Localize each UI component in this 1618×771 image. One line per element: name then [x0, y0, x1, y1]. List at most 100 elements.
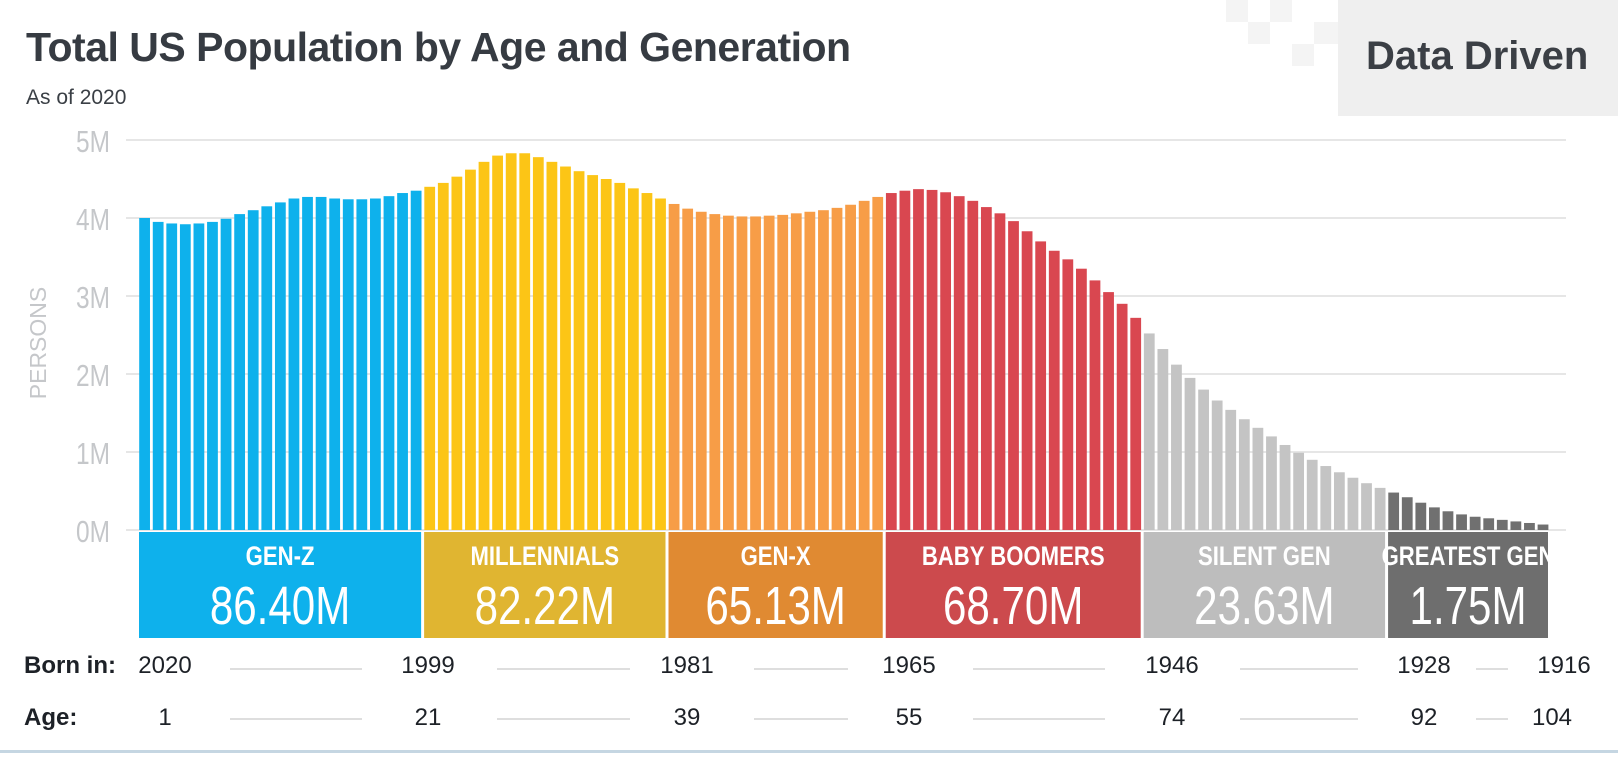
bar: [1456, 514, 1467, 530]
bar: [1374, 487, 1386, 530]
bar: [926, 189, 938, 531]
generation-box: [668, 532, 883, 638]
bar: [655, 198, 666, 530]
bar: [1524, 522, 1535, 530]
bar: [207, 221, 218, 530]
bar: [1361, 483, 1372, 530]
generation-total: 86.40M: [210, 576, 350, 636]
born-row-label: Born in:: [24, 652, 116, 679]
generation-name: GEN-Z: [246, 542, 315, 572]
bar: [1211, 400, 1223, 530]
born-year-value: 1928: [1397, 652, 1451, 679]
bar: [885, 193, 897, 531]
bar: [1157, 349, 1169, 530]
age-value: 74: [1158, 704, 1186, 731]
bar: [560, 166, 571, 530]
bar: [1171, 364, 1182, 530]
bar: [1347, 477, 1359, 530]
bar: [410, 190, 422, 530]
bar: [1076, 268, 1087, 530]
bar: [1048, 250, 1060, 530]
brand-pattern-square: [1270, 0, 1292, 22]
bar: [437, 182, 449, 530]
bar: [546, 161, 558, 530]
bar: [1184, 377, 1196, 530]
generation-total: 68.70M: [943, 576, 1083, 636]
bar: [1062, 259, 1074, 530]
generation-box: [424, 532, 666, 638]
y-tick-label: 5M: [76, 124, 110, 159]
bar: [1279, 444, 1291, 530]
bar: [587, 175, 599, 530]
bar: [247, 210, 259, 530]
footer-divider: [0, 750, 1618, 753]
bar: [573, 171, 585, 530]
y-tick-label: 3M: [76, 280, 110, 315]
brand-logo: [1226, 0, 1618, 116]
bar: [302, 196, 313, 530]
bar: [994, 213, 1006, 530]
bar: [1496, 519, 1508, 530]
bar: [397, 193, 408, 531]
age-row-label: Age:: [24, 704, 78, 731]
bar: [1415, 502, 1427, 530]
bar: [913, 189, 924, 530]
bar: [777, 214, 789, 530]
bar: [695, 211, 707, 530]
generation-box: [139, 532, 422, 638]
bar: [1130, 317, 1142, 530]
bar: [831, 207, 843, 531]
age-value: 92: [1410, 704, 1438, 731]
generation-name: BABY BOOMERS: [922, 542, 1105, 572]
bar: [980, 207, 992, 530]
bar: [220, 218, 232, 530]
bar: [274, 202, 286, 530]
bar: [736, 216, 748, 530]
born-year-value: 1999: [401, 652, 455, 679]
bar: [1537, 524, 1549, 530]
bar: [709, 214, 721, 530]
bar: [600, 179, 612, 530]
bar: [750, 216, 761, 530]
bar: [1008, 221, 1019, 530]
bar: [1333, 472, 1345, 530]
bar: [1021, 231, 1033, 530]
bar: [1089, 280, 1101, 530]
bar: [1143, 333, 1155, 530]
bar: [356, 199, 368, 530]
bar: [940, 192, 952, 530]
bar: [1225, 409, 1237, 530]
bar: [532, 157, 544, 530]
bar: [329, 198, 341, 530]
generation-name: GREATEST GEN: [1382, 542, 1555, 572]
brand-pattern-square: [1314, 22, 1338, 44]
bar: [166, 223, 178, 530]
born-year-value: 1946: [1145, 652, 1199, 679]
bar: [451, 176, 463, 530]
bar: [288, 198, 300, 530]
bar: [1320, 466, 1332, 530]
bar: [763, 215, 775, 530]
generation-box: [1143, 532, 1386, 638]
bar: [1035, 241, 1047, 530]
y-tick-label: 4M: [76, 202, 110, 237]
y-tick-label: 1M: [76, 436, 110, 471]
bar: [790, 213, 802, 530]
bar: [519, 153, 531, 530]
bar: [1306, 459, 1318, 530]
bar: [818, 210, 829, 530]
generation-box: [1388, 532, 1548, 638]
brand-pattern-square: [1292, 44, 1314, 66]
bar: [1266, 436, 1277, 530]
born-year-value: 1916: [1537, 652, 1591, 679]
y-axis-title: PERSONS: [25, 287, 51, 399]
bar: [1429, 507, 1440, 530]
bar: [315, 196, 327, 530]
bar: [1483, 518, 1495, 530]
bar: [152, 221, 164, 530]
generation-box: [885, 532, 1141, 638]
bar: [723, 215, 734, 530]
born-year-value: 2020: [138, 652, 192, 679]
bar: [1238, 419, 1250, 530]
